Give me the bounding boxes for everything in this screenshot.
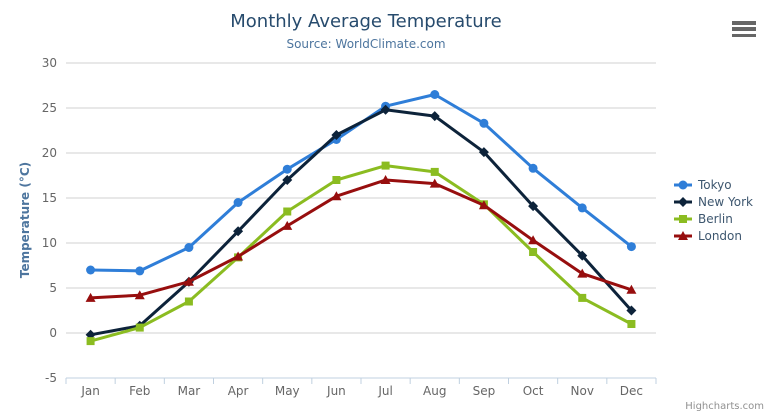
legend-item-tokyo[interactable]: Tokyo: [673, 176, 753, 193]
x-axis-label: Jul: [377, 384, 392, 398]
y-axis-label: 10: [42, 236, 57, 250]
chart-title: Monthly Average Temperature: [230, 11, 502, 32]
data-point-marker[interactable]: [85, 292, 96, 302]
series-london: [85, 175, 637, 302]
x-axis-label: Oct: [523, 384, 544, 398]
y-axis-label: 30: [42, 56, 57, 70]
legend-label: New York: [698, 194, 753, 209]
x-axis-label: Jan: [80, 384, 100, 398]
data-point-marker[interactable]: [183, 276, 194, 286]
y-axis-label: 25: [42, 101, 57, 115]
x-axis-label: May: [275, 384, 300, 398]
y-axis-label: 20: [42, 146, 57, 160]
data-point-marker[interactable]: [135, 323, 144, 332]
y-axis-label: -5: [45, 371, 57, 385]
hamburger-menu-icon: [732, 33, 756, 37]
data-point-marker[interactable]: [86, 265, 96, 275]
data-point-marker: [678, 196, 688, 207]
data-point-marker[interactable]: [577, 203, 587, 213]
data-point-marker[interactable]: [233, 198, 243, 207]
data-point-marker[interactable]: [529, 248, 538, 256]
legend: Tokyo New York Berlin London: [673, 176, 753, 244]
data-point-marker[interactable]: [233, 251, 244, 261]
data-point-marker[interactable]: [86, 337, 95, 346]
x-axis-label: Sep: [473, 384, 496, 398]
data-point-marker[interactable]: [134, 290, 145, 300]
data-point-marker[interactable]: [331, 130, 342, 140]
x-axis-label: Dec: [620, 384, 643, 398]
diamond-series-icon: [674, 196, 692, 207]
data-point-marker: [678, 230, 688, 240]
hamburger-menu-icon: [732, 21, 756, 25]
x-axis-label: Feb: [129, 384, 150, 398]
data-point-marker[interactable]: [626, 305, 637, 316]
data-point-marker[interactable]: [184, 297, 193, 306]
data-point-marker[interactable]: [380, 175, 391, 184]
y-axis-label: 15: [42, 191, 57, 205]
data-point-marker[interactable]: [626, 242, 636, 252]
chart-subtitle: Source: WorldClimate.com: [286, 37, 446, 51]
x-axis-label: Nov: [571, 384, 594, 398]
data-point-marker[interactable]: [626, 284, 637, 294]
x-axis-label: Aug: [423, 384, 446, 398]
export-menu-button[interactable]: [732, 21, 756, 37]
circle-series-icon: [674, 180, 692, 189]
legend-item-berlin[interactable]: Berlin: [673, 210, 753, 227]
legend-label: Tokyo: [698, 177, 732, 192]
hamburger-menu-icon: [732, 27, 756, 31]
series-berlin: [86, 161, 636, 346]
data-point-marker[interactable]: [380, 104, 391, 115]
data-point-marker[interactable]: [282, 175, 293, 185]
series-new-york: [85, 104, 637, 340]
legend-label: London: [698, 228, 742, 243]
legend-label: Berlin: [698, 211, 733, 226]
data-point-marker[interactable]: [528, 163, 538, 173]
series-line-berlin: [89, 164, 633, 343]
data-point-marker[interactable]: [578, 293, 587, 302]
data-point-marker[interactable]: [381, 161, 390, 170]
x-axis-label: Apr: [228, 384, 249, 398]
data-point-marker: [679, 214, 687, 223]
triangle-series-icon: [674, 230, 692, 240]
data-point-marker[interactable]: [429, 111, 440, 122]
data-point-marker[interactable]: [135, 266, 145, 276]
data-point-marker[interactable]: [233, 226, 244, 237]
y-axis-label: 5: [49, 281, 57, 295]
data-point-marker[interactable]: [282, 164, 292, 174]
square-series-icon: [674, 214, 692, 223]
data-point-marker[interactable]: [282, 220, 293, 230]
y-axis-title: Temperature (°C): [18, 161, 32, 279]
data-point-marker[interactable]: [528, 201, 539, 212]
data-point-marker[interactable]: [479, 118, 489, 128]
data-point-marker[interactable]: [184, 243, 194, 252]
x-axis-label: Mar: [178, 384, 201, 398]
data-point-marker: [678, 180, 688, 189]
data-point-marker[interactable]: [627, 320, 636, 328]
x-axis-label: Jun: [326, 384, 346, 398]
series-line-london: [89, 178, 633, 300]
legend-item-new-york[interactable]: New York: [673, 193, 753, 210]
data-point-marker[interactable]: [331, 191, 342, 201]
data-point-marker[interactable]: [528, 235, 539, 245]
series-line-new-york: [89, 108, 633, 337]
data-point-marker[interactable]: [332, 176, 341, 184]
data-point-marker[interactable]: [478, 147, 489, 158]
y-axis-label: 0: [49, 326, 57, 340]
data-point-marker[interactable]: [283, 207, 292, 216]
data-point-marker[interactable]: [429, 178, 440, 188]
data-point-marker[interactable]: [430, 167, 439, 176]
highcharts-credits[interactable]: Highcharts.com: [685, 401, 764, 412]
series-tokyo: [86, 90, 636, 276]
data-point-marker[interactable]: [478, 200, 489, 210]
legend-item-london[interactable]: London: [673, 227, 753, 244]
data-point-marker[interactable]: [577, 250, 588, 261]
data-point-marker[interactable]: [577, 268, 588, 278]
data-point-marker[interactable]: [430, 90, 440, 99]
